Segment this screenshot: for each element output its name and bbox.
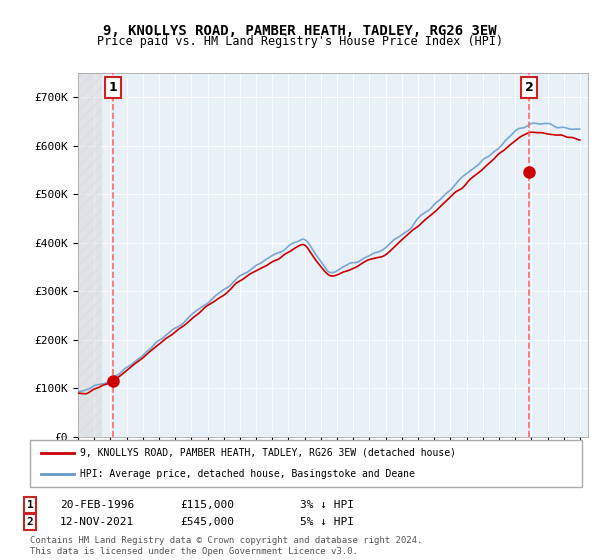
Text: 12-NOV-2021: 12-NOV-2021 bbox=[60, 517, 134, 527]
Text: 5% ↓ HPI: 5% ↓ HPI bbox=[300, 517, 354, 527]
Bar bbox=[78, 73, 102, 437]
Text: 3% ↓ HPI: 3% ↓ HPI bbox=[300, 500, 354, 510]
Text: £115,000: £115,000 bbox=[180, 500, 234, 510]
Text: £545,000: £545,000 bbox=[180, 517, 234, 527]
Text: HPI: Average price, detached house, Basingstoke and Deane: HPI: Average price, detached house, Basi… bbox=[80, 469, 415, 479]
Text: Contains HM Land Registry data © Crown copyright and database right 2024.
This d: Contains HM Land Registry data © Crown c… bbox=[30, 536, 422, 556]
Text: 9, KNOLLYS ROAD, PAMBER HEATH, TADLEY, RG26 3EW: 9, KNOLLYS ROAD, PAMBER HEATH, TADLEY, R… bbox=[103, 24, 497, 38]
Text: Price paid vs. HM Land Registry's House Price Index (HPI): Price paid vs. HM Land Registry's House … bbox=[97, 35, 503, 49]
Text: 1: 1 bbox=[109, 81, 117, 94]
Text: 9, KNOLLYS ROAD, PAMBER HEATH, TADLEY, RG26 3EW (detached house): 9, KNOLLYS ROAD, PAMBER HEATH, TADLEY, R… bbox=[80, 448, 455, 458]
FancyBboxPatch shape bbox=[30, 440, 582, 487]
Text: 2: 2 bbox=[525, 81, 533, 94]
Text: 20-FEB-1996: 20-FEB-1996 bbox=[60, 500, 134, 510]
Text: 1: 1 bbox=[26, 500, 34, 510]
Text: 2: 2 bbox=[26, 517, 34, 527]
